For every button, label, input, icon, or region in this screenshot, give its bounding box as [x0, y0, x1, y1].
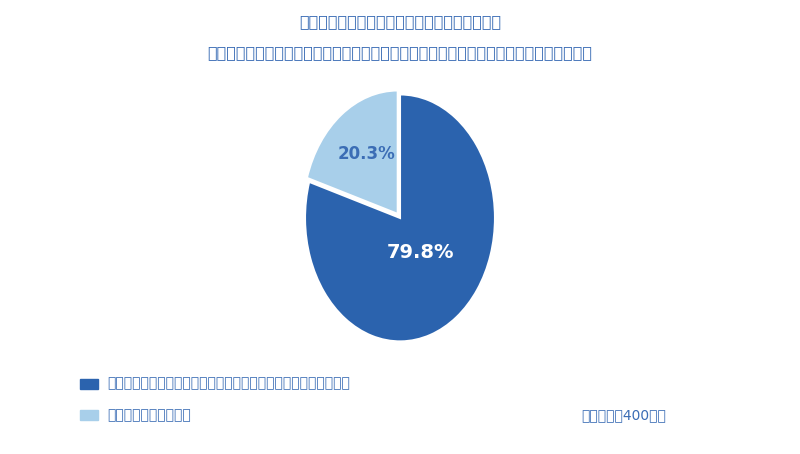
Text: 「強く意識するようになった」「意識するようになった」の合計: 「強く意識するようになった」「意識するようになった」の合計	[107, 377, 350, 390]
Text: 79.8%: 79.8%	[387, 243, 454, 262]
Text: 20.3%: 20.3%	[338, 145, 396, 163]
Text: （回答人数400人）: （回答人数400人）	[582, 409, 666, 422]
Wedge shape	[307, 90, 398, 214]
Text: 悪質なあおり運転事件に関する報道をうけて、: 悪質なあおり運転事件に関する報道をうけて、	[299, 14, 501, 29]
Text: 意識は変わっていない: 意識は変わっていない	[107, 409, 191, 422]
Wedge shape	[305, 94, 495, 341]
Text: あなたはあおり運転を受けないよう、以前よりも意識して運転するようになりましたか？: あなたはあおり運転を受けないよう、以前よりも意識して運転するようになりましたか？	[207, 45, 593, 60]
